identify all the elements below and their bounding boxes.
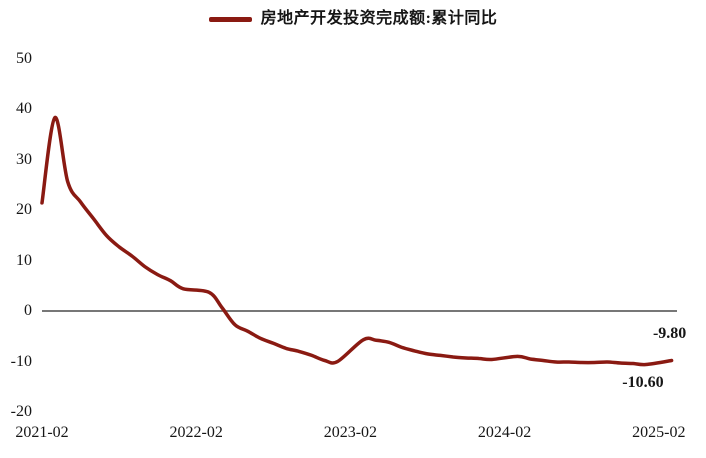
x-tick-label: 2021-02 (15, 424, 69, 441)
y-tick-label: -20 (10, 403, 32, 420)
y-tick-label: 50 (16, 49, 32, 67)
data-label-last: -9.80 (652, 325, 687, 343)
y-tick-label: -10 (10, 352, 32, 370)
x-tick-label: 2023-02 (323, 424, 378, 441)
x-tick-label: 2024-02 (477, 424, 532, 441)
y-tick-label: 20 (16, 201, 32, 218)
legend-label: 房地产开发投资完成额:累计同比 (260, 10, 498, 27)
y-tick-label: 40 (16, 100, 32, 117)
x-tick-label: 2025-02 (632, 424, 686, 441)
series-line (40, 115, 674, 367)
x-tick-label: 2022-02 (169, 424, 223, 441)
y-tick-label: 10 (16, 251, 32, 269)
y-tick-label: 30 (16, 150, 32, 168)
legend-line-swatch (208, 16, 252, 22)
data-label-min: -10.60 (622, 373, 664, 391)
legend: 房地产开发投资完成额:累计同比 (0, 9, 706, 29)
y-tick-label: 0 (24, 302, 32, 319)
